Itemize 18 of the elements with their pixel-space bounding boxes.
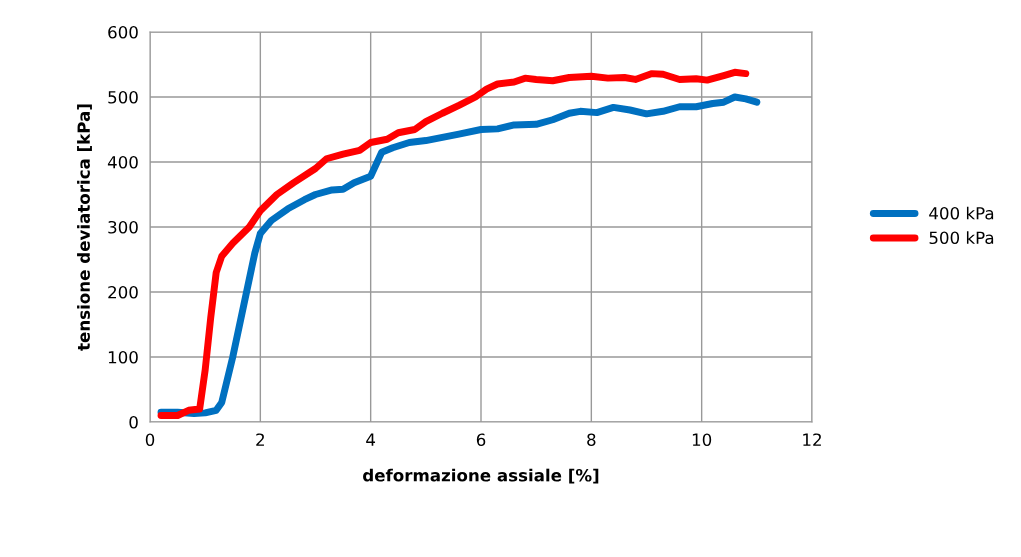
y-tick-label: 100 (108, 350, 138, 364)
legend-label: 400 kPa (929, 206, 994, 220)
y-tick-label: 400 (107, 155, 138, 169)
y-tick-label: 200 (108, 285, 138, 299)
x-tick-label: 6 (476, 433, 486, 447)
x-tick-label: 2 (256, 433, 264, 446)
x-tick-label: 0 (145, 433, 155, 447)
x-axis-title: deformazione assiale [%] (363, 468, 599, 484)
y-tick-label: 500 (108, 90, 138, 104)
x-tick-label: 10 (692, 433, 712, 447)
y-tick-label: 300 (108, 220, 138, 234)
x-tick-label: 12 (803, 433, 821, 446)
legend-label: 500 kPa (929, 231, 994, 245)
x-tick-label: 4 (366, 433, 376, 446)
y-tick-label: 600 (108, 25, 138, 39)
y-axis-title: tensione deviatorica [kPa] (77, 104, 92, 351)
x-tick-label: 8 (587, 433, 596, 447)
y-tick-label: 0 (129, 415, 138, 429)
